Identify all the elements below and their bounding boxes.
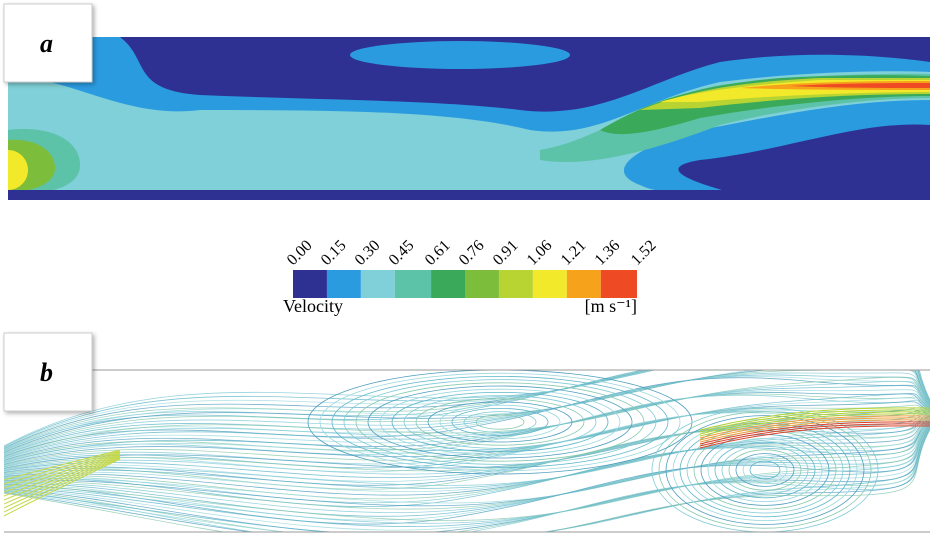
tick-label: 0.30 xyxy=(352,237,384,269)
inlet-line xyxy=(4,455,121,505)
jet-line xyxy=(699,417,930,441)
vortex-line xyxy=(665,415,865,525)
jet-line xyxy=(699,425,930,449)
inlet-line xyxy=(4,450,121,485)
colorbar: Velocity [m s⁻¹] 0.00 0.15 0.30 0.45 0.61 0.7… xyxy=(283,237,660,316)
jet-line xyxy=(699,421,930,445)
vortex-line xyxy=(651,407,879,532)
inlet-line xyxy=(4,458,121,517)
panel-label: a xyxy=(40,29,53,58)
jet-line xyxy=(699,411,930,435)
vortex-line xyxy=(391,391,609,452)
tick-label: 1.36 xyxy=(592,237,624,269)
jet-line xyxy=(699,423,930,447)
color-segment xyxy=(360,270,395,298)
vortex-line xyxy=(403,395,597,449)
vortex-line xyxy=(463,411,537,433)
vortex-line xyxy=(475,414,525,430)
color-segment xyxy=(600,270,637,298)
color-segment xyxy=(498,270,533,298)
inlet-line xyxy=(4,452,121,493)
label-box xyxy=(3,332,93,412)
vortex-line xyxy=(439,404,561,440)
vortex-line xyxy=(331,375,669,468)
inlet-line xyxy=(4,451,121,489)
legend-unit: [m s⁻¹] xyxy=(585,296,637,316)
color-segment xyxy=(566,270,601,298)
tick-label: 0.00 xyxy=(284,237,316,269)
vortex-line xyxy=(742,456,788,483)
legend-title: Velocity xyxy=(283,296,343,316)
panel-label: b xyxy=(40,358,53,387)
inlet-line xyxy=(4,453,121,497)
vortex-line xyxy=(658,411,872,529)
vortex-line xyxy=(379,388,621,456)
panel-label-a: a xyxy=(3,3,93,83)
vortex-line xyxy=(714,441,816,499)
tick-label: 1.52 xyxy=(628,237,660,269)
vortex-line xyxy=(728,449,802,491)
jet-line xyxy=(699,415,930,439)
vortex-line xyxy=(721,445,809,495)
color-segment xyxy=(465,270,499,298)
jet-line xyxy=(699,407,930,431)
tick-label: 1.21 xyxy=(558,237,590,269)
vortex-line xyxy=(749,460,781,480)
label-box xyxy=(3,3,93,83)
color-segment xyxy=(431,270,465,298)
color-segment xyxy=(293,270,327,298)
tick-label: 0.76 xyxy=(456,237,488,269)
tick-label: 0.15 xyxy=(318,237,350,269)
color-segment xyxy=(532,270,567,298)
vortex-line xyxy=(707,437,823,502)
inlet-line xyxy=(4,449,121,481)
vortex-line xyxy=(451,407,549,436)
vortex-line xyxy=(367,385,633,459)
tick-label: 1.06 xyxy=(524,237,556,269)
panel-label-b: b xyxy=(3,332,93,412)
streamline xyxy=(4,429,930,532)
inlet-line xyxy=(4,456,121,509)
color-segment xyxy=(326,270,361,298)
velocity-contour xyxy=(8,37,930,200)
vortex-line xyxy=(415,398,585,446)
jet-line xyxy=(699,413,930,437)
vortex-line xyxy=(427,401,573,443)
inlet-line xyxy=(4,454,121,501)
vortex-line xyxy=(355,382,645,462)
tick-label: 0.91 xyxy=(490,237,522,269)
tick-label: 0.61 xyxy=(422,237,454,269)
vortex-line xyxy=(735,453,795,487)
vortex-line xyxy=(343,379,657,465)
jet-line xyxy=(699,409,930,433)
inlet-line xyxy=(4,457,121,513)
vortex-line xyxy=(307,370,693,475)
streamlines xyxy=(4,370,930,532)
color-segment xyxy=(394,270,432,298)
vortex-line xyxy=(319,372,681,472)
tick-label: 0.45 xyxy=(386,237,418,269)
jet-line xyxy=(699,419,930,443)
